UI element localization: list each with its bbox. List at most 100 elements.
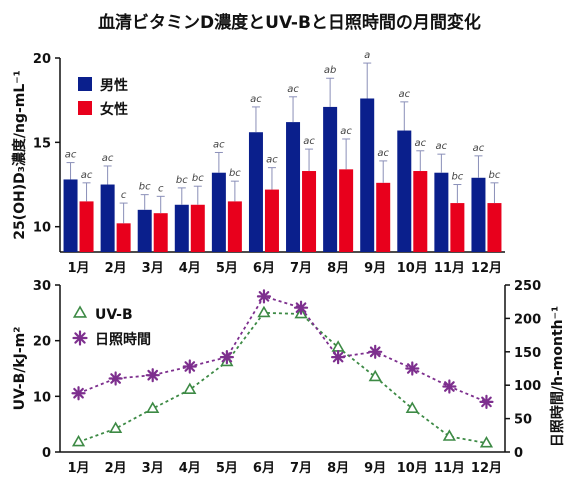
male-significance-label: ac (473, 143, 485, 154)
uvb-point (109, 421, 123, 433)
top-y-tick-label: 15 (33, 136, 51, 151)
bottom-right-tick-label: 50 (514, 413, 532, 428)
male-bar (63, 179, 78, 252)
uvb-point (479, 435, 494, 448)
bottom-x-tick-label: 4月 (179, 461, 201, 476)
sunshine-point (182, 359, 197, 374)
bottom-x-tick-label: 1月 (68, 461, 90, 476)
female-significance-label: bc (192, 173, 204, 184)
female-significance-label: bc (489, 170, 501, 181)
female-legend-label: 女性 (100, 101, 128, 118)
bottom-right-tick-label: 0 (514, 446, 523, 461)
uvb-point (146, 401, 160, 413)
top-x-tick-label: 8月 (327, 261, 349, 276)
bottom-right-tick-label: 250 (514, 279, 541, 294)
female-significance-label: bc (451, 172, 463, 183)
male-legend-label: 男性 (100, 77, 128, 94)
sunshine-point (71, 386, 86, 401)
top-x-tick-label: 6月 (253, 261, 275, 276)
sunshine-point (256, 289, 272, 304)
sunshine-point (442, 379, 457, 394)
male-bar (323, 106, 338, 252)
top-x-tick-label: 3月 (142, 261, 164, 276)
sunshine-legend-marker (72, 330, 88, 346)
male-bar (174, 204, 189, 252)
male-significance-label: bc (139, 182, 151, 193)
male-bar (434, 172, 449, 252)
top-x-tick-label: 7月 (290, 261, 312, 276)
female-significance-label: ac (377, 148, 389, 159)
female-legend-swatch (78, 101, 92, 115)
uvb-point (183, 382, 197, 395)
uvb-point (257, 305, 271, 318)
bottom-x-tick-label: 10月 (397, 461, 428, 476)
bottom-left-axis-label: UV-B/kJ-m² (12, 327, 28, 411)
bottom-line-chart: 0 10 20 30 0 50 100 150 200 250 1月 2月 3月 4月 5月 6月 7月 8月 9月… (12, 279, 566, 476)
uvb-line (78, 311, 487, 444)
male-bar (248, 132, 263, 252)
female-significance-label: bc (229, 168, 241, 179)
bottom-x-tick-label: 2月 (105, 461, 127, 476)
female-bar (302, 171, 317, 252)
female-significance-label: ac (414, 138, 426, 149)
male-bar (360, 98, 375, 252)
bottom-right-tick-label: 150 (514, 346, 541, 361)
male-significance-label: bc (176, 175, 188, 186)
top-x-tick-label: 9月 (364, 261, 386, 276)
sunshine-line (78, 295, 487, 403)
sunshine-point (293, 300, 309, 315)
female-bar (116, 223, 131, 252)
top-x-tick-label: 11月 (434, 261, 465, 276)
bottom-left-tick-label: 20 (33, 335, 51, 350)
female-bar (227, 201, 242, 252)
male-significance-label: ac (250, 94, 262, 105)
bottom-left-tick-label: 10 (33, 390, 51, 405)
top-x-tick-label: 2月 (105, 261, 127, 276)
male-significance-label: ab (324, 65, 336, 76)
bottom-right-axis-label: 日照時間/h-month⁻¹ (549, 306, 566, 447)
top-x-tick-label: 12月 (471, 261, 502, 276)
top-y-tick-label: 20 (33, 52, 51, 67)
female-significance-label: c (158, 183, 164, 194)
bottom-x-tick-label: 3月 (142, 461, 164, 476)
female-bar (264, 189, 279, 252)
male-bar (211, 172, 226, 252)
bottom-x-tick-label: 5月 (216, 461, 238, 476)
top-x-tick-label: 10月 (397, 261, 428, 276)
top-x-tick-label: 4月 (179, 261, 201, 276)
bottom-right-tick-label: 100 (514, 379, 541, 394)
uvb-legend-marker (72, 305, 88, 318)
female-significance-label: ac (81, 170, 93, 181)
sunshine-point (219, 350, 234, 365)
uvb-legend-label: UV-B (95, 307, 133, 323)
female-bar (487, 203, 502, 252)
male-significance-label: ac (65, 150, 77, 161)
bottom-left-tick-label: 30 (33, 279, 51, 294)
sunshine-point (331, 350, 346, 365)
male-significance-label: a (364, 50, 370, 61)
male-bar (471, 177, 486, 252)
male-significance-label: ac (102, 153, 114, 164)
female-bar (450, 203, 465, 252)
female-bar (376, 182, 391, 252)
bottom-x-tick-label: 8月 (327, 461, 349, 476)
uvb-point (368, 369, 382, 382)
male-significance-label: ac (398, 89, 410, 100)
female-bar (153, 213, 168, 252)
sunshine-point (108, 371, 123, 386)
bottom-right-tick-label: 200 (514, 312, 541, 327)
bottom-x-tick-label: 7月 (290, 461, 312, 476)
sunshine-point (479, 394, 494, 409)
bottom-x-tick-label: 6月 (253, 461, 275, 476)
female-bar (79, 201, 94, 252)
female-significance-label: ac (266, 155, 278, 166)
male-legend-swatch (78, 77, 92, 91)
sunshine-point (405, 361, 420, 376)
uvb-point (442, 429, 456, 441)
male-significance-label: ac (213, 139, 225, 150)
female-bar (413, 171, 428, 252)
sunshine-point (368, 344, 383, 359)
bottom-left-tick-label: 0 (42, 446, 51, 461)
